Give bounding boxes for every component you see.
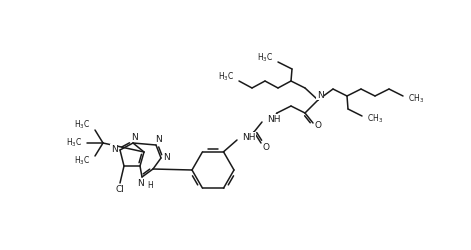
Text: H$_3$C: H$_3$C [73, 155, 90, 167]
Text: N: N [130, 132, 138, 141]
Text: H$_3$C: H$_3$C [65, 137, 82, 149]
Text: H$_3$C: H$_3$C [218, 71, 234, 83]
Text: CH$_3$: CH$_3$ [367, 113, 383, 125]
Text: H$_3$C: H$_3$C [257, 52, 273, 64]
Text: N: N [111, 144, 117, 154]
Text: N: N [163, 152, 171, 162]
Text: H$_3$C: H$_3$C [73, 119, 90, 131]
Text: NH: NH [242, 132, 255, 141]
Text: N: N [138, 180, 145, 188]
Text: NH: NH [267, 114, 281, 124]
Text: CH$_3$: CH$_3$ [408, 93, 424, 105]
Text: N: N [154, 134, 162, 143]
Text: H: H [147, 180, 153, 190]
Text: O: O [315, 122, 322, 130]
Text: Cl: Cl [115, 184, 124, 194]
Text: O: O [262, 142, 269, 152]
Text: N: N [317, 90, 324, 100]
